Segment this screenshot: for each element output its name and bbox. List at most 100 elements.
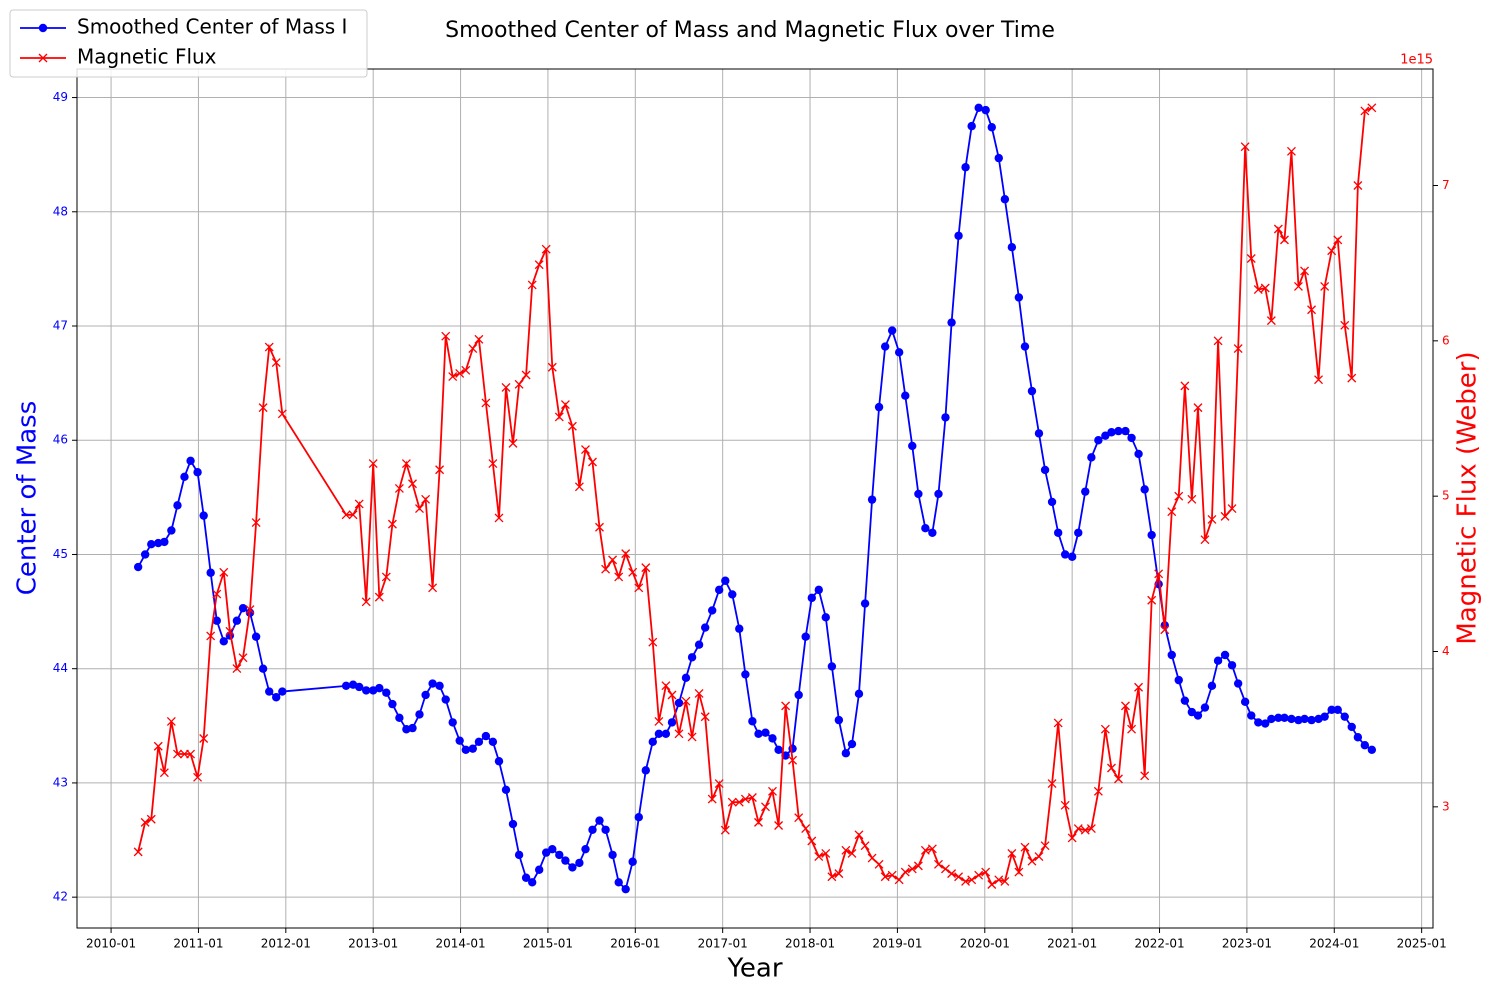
- marker-stroke: [1187, 494, 1197, 504]
- data-point: [601, 564, 611, 574]
- legend-label: Smoothed Center of Mass I: [77, 15, 347, 39]
- data-point: [1180, 381, 1190, 391]
- data-point: [1300, 714, 1309, 724]
- marker-stroke: [1233, 344, 1243, 354]
- data-point: [920, 845, 930, 855]
- data-point: [1307, 305, 1317, 315]
- data-point: [987, 880, 997, 889]
- data-point: [854, 830, 864, 840]
- data-point: [501, 382, 511, 392]
- y-tick-label: 44: [53, 661, 68, 675]
- data-point: [1347, 722, 1356, 732]
- data-point: [661, 729, 671, 739]
- marker-stroke: [1000, 876, 1010, 886]
- marker-stroke: [761, 802, 770, 812]
- marker-stroke: [415, 504, 424, 514]
- data-point: [661, 681, 671, 691]
- marker-stroke: [1127, 724, 1137, 734]
- marker-stroke: [1180, 381, 1190, 391]
- data-point: [514, 850, 524, 860]
- data-point: [1167, 507, 1177, 517]
- marker-stroke: [408, 479, 417, 489]
- marker-stroke: [987, 880, 997, 889]
- data-point: [1266, 316, 1276, 326]
- data-point: [621, 884, 630, 894]
- data-point: [193, 772, 203, 782]
- data-point: [1280, 713, 1289, 723]
- data-point: [1261, 719, 1270, 728]
- marker-stroke: [634, 583, 644, 593]
- marker-stroke: [1240, 142, 1250, 152]
- y-tick-label: 43: [53, 775, 68, 789]
- data-point: [1367, 745, 1377, 755]
- data-point: [428, 583, 438, 593]
- data-point: [1073, 824, 1083, 834]
- data-point: [212, 589, 222, 599]
- marker-stroke: [788, 755, 798, 765]
- data-point: [147, 539, 156, 549]
- marker-stroke: [747, 793, 757, 802]
- data-point: [880, 872, 890, 882]
- data-point: [654, 729, 664, 739]
- marker-stroke: [801, 824, 811, 834]
- marker-stroke: [1353, 181, 1363, 190]
- data-point: [1347, 373, 1357, 383]
- data-point: [681, 696, 691, 706]
- data-point: [186, 456, 195, 466]
- data-point: [1280, 235, 1289, 245]
- marker-stroke: [860, 841, 870, 851]
- data-point: [1247, 711, 1256, 720]
- data-point: [1333, 235, 1343, 245]
- data-point: [1193, 711, 1203, 720]
- marker-stroke: [740, 794, 750, 804]
- data-point: [206, 631, 216, 641]
- data-point: [508, 438, 518, 448]
- data-point: [212, 616, 221, 625]
- marker-stroke: [521, 370, 531, 380]
- data-point: [1314, 375, 1324, 385]
- y2-tick-label: 4: [1442, 644, 1450, 658]
- data-point: [186, 749, 196, 759]
- marker-stroke: [727, 797, 737, 807]
- data-point: [1120, 701, 1130, 711]
- marker-stroke: [428, 583, 438, 593]
- data-point: [388, 699, 397, 709]
- marker-stroke: [232, 664, 242, 674]
- data-point: [180, 472, 189, 481]
- data-point: [167, 526, 176, 535]
- data-point: [461, 745, 471, 755]
- marker-stroke: [1286, 146, 1296, 156]
- marker-stroke: [1060, 800, 1070, 810]
- data-point: [278, 687, 287, 696]
- marker-stroke: [341, 510, 351, 520]
- marker-stroke: [541, 244, 551, 254]
- marker-stroke: [913, 861, 923, 871]
- data-point: [435, 465, 445, 475]
- data-point: [887, 326, 897, 335]
- data-point: [1014, 293, 1024, 302]
- data-point: [967, 121, 976, 131]
- data-point: [1340, 712, 1349, 721]
- data-point: [634, 812, 643, 822]
- chart-title: Smoothed Center of Mass and Magnetic Flu…: [445, 18, 1055, 43]
- data-point: [841, 749, 851, 758]
- data-point: [481, 731, 491, 741]
- data-point: [608, 555, 618, 565]
- data-point: [734, 797, 744, 807]
- data-point: [534, 260, 544, 270]
- marker-stroke: [720, 825, 730, 835]
- marker-stroke: [199, 734, 209, 743]
- x-tick-label: 2023-01: [1222, 937, 1272, 951]
- marker-stroke: [880, 872, 890, 882]
- marker-stroke: [654, 716, 664, 726]
- data-point: [774, 745, 783, 755]
- data-point: [567, 421, 577, 431]
- data-point: [1086, 824, 1096, 834]
- data-point: [494, 513, 504, 523]
- data-point: [928, 528, 937, 537]
- data-point: [1286, 146, 1296, 156]
- x-tick-label: 2013-01: [348, 937, 398, 951]
- data-point: [981, 867, 991, 877]
- data-point: [251, 632, 261, 641]
- data-point: [448, 372, 458, 382]
